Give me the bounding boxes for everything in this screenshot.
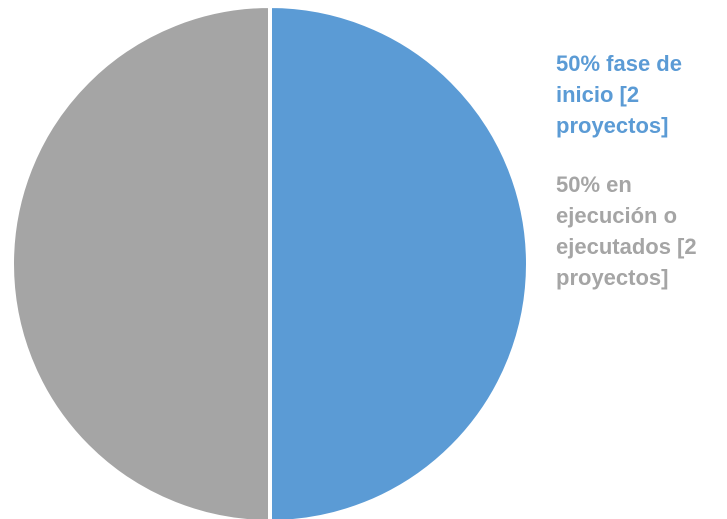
legend-item-0-line: inicio [2: [556, 82, 640, 107]
legend-item-1-line: 50% en: [556, 172, 632, 197]
legend-item-0: 50% fase de inicio [2 proyectos]: [556, 48, 724, 141]
legend-item-1-line: ejecutados [2: [556, 234, 697, 259]
pie-slice-0: [268, 3, 530, 519]
legend-item-1-line: proyectos]: [556, 265, 669, 290]
legend-item-0-line: proyectos]: [556, 113, 669, 138]
legend: 50% fase de inicio [2 proyectos] 50% en …: [556, 48, 724, 321]
legend-item-1-line: ejecución o: [556, 203, 678, 228]
pie-slice-1: [10, 3, 272, 519]
legend-item-0-line: 50% fase de: [556, 51, 682, 76]
legend-item-1: 50% en ejecución o ejecutados [2 proyect…: [556, 169, 724, 293]
pie-plot-area: [10, 3, 530, 519]
